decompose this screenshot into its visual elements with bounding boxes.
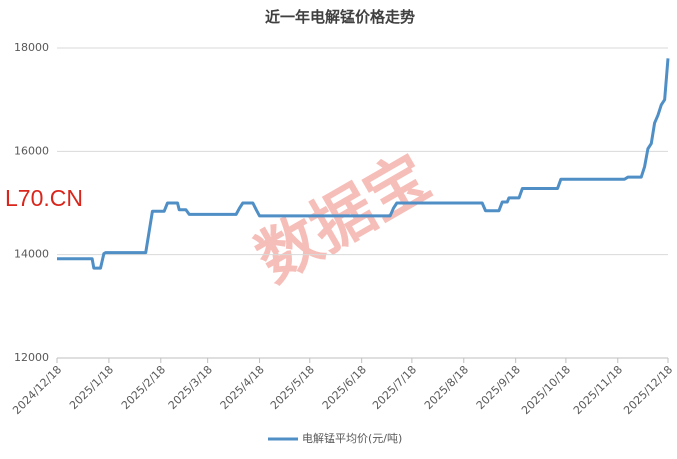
x-tick-label: 2025/8/18 <box>422 363 471 412</box>
watermark: 数据宝 <box>244 140 442 296</box>
legend-label: 电解锰平均价(元/吨) <box>302 431 402 445</box>
x-tick-label: 2025/1/18 <box>67 363 116 412</box>
x-tick-label: 2025/5/18 <box>268 363 317 412</box>
x-tick-label: 2025/12/18 <box>621 363 675 417</box>
x-tick-label: 2025/2/18 <box>119 363 168 412</box>
y-tick-label: 12000 <box>14 351 49 364</box>
x-tick-label: 2025/7/18 <box>370 363 419 412</box>
y-tick-label: 18000 <box>14 41 49 54</box>
y-tick-label: 14000 <box>14 248 49 261</box>
x-tick-label: 2025/9/18 <box>474 363 523 412</box>
x-tick-label: 2025/4/18 <box>218 363 267 412</box>
x-tick-label: 2024/12/18 <box>10 363 64 417</box>
series-line <box>57 58 670 270</box>
y-tick-label: 16000 <box>14 144 49 157</box>
x-tick-label: 2025/3/18 <box>166 363 215 412</box>
chart-title: 近一年电解锰价格走势 <box>265 8 415 26</box>
x-tick-label: 2025/6/18 <box>320 363 369 412</box>
watermark: L70.CN <box>5 185 83 211</box>
x-tick-label: 2025/10/18 <box>519 363 573 417</box>
x-tick-label: 2025/11/18 <box>571 363 625 417</box>
